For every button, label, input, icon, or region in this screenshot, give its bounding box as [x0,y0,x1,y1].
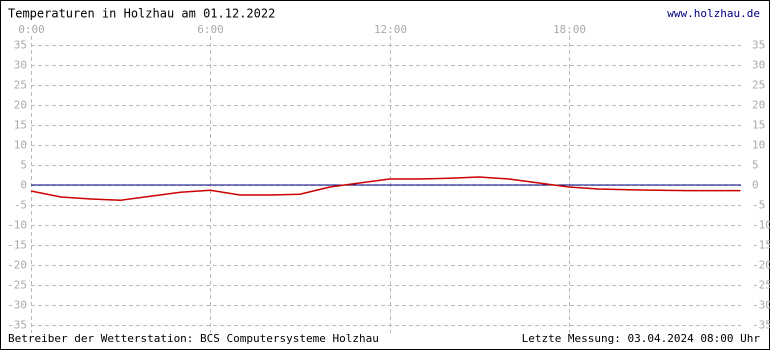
x-tick-label: 12:00 [374,23,407,36]
y-tick-label-right: 10 [752,139,765,152]
y-tick-label: 15 [14,119,27,132]
y-tick-label-right: 20 [752,99,765,112]
y-tick-label: -15 [7,239,27,252]
y-tick-label: 5 [20,159,27,172]
y-tick-label: -10 [7,219,27,232]
y-tick-label-right: -30 [752,299,770,312]
y-tick-label-right: -25 [752,279,770,292]
x-tick-label: 18:00 [553,23,586,36]
y-tick-label: -30 [7,299,27,312]
y-tick-label: -35 [7,319,27,332]
y-tick-label-right: 30 [752,59,765,72]
y-tick-label: -25 [7,279,27,292]
y-tick-label: -20 [7,259,27,272]
operator: Betreiber der Wetterstation: BCS Compute… [8,332,379,345]
y-tick-label-right: -35 [752,319,770,332]
y-tick-label-right: -15 [752,239,770,252]
y-tick-label-right: 25 [752,79,765,92]
y-tick-label-right: -5 [752,199,765,212]
y-tick-label-right: -10 [752,219,770,232]
y-tick-label: -5 [14,199,27,212]
y-tick-label: 10 [14,139,27,152]
y-tick-label: 30 [14,59,27,72]
x-tick-label: 0:00 [18,23,45,36]
temperature-line [30,176,741,201]
y-tick-label-right: 15 [752,119,765,132]
y-tick-label: 25 [14,79,27,92]
y-tick-label-right: 5 [752,159,759,172]
y-tick-label: 20 [14,99,27,112]
chart-title: Temperaturen in Holzhau am 01.12.2022 [8,7,275,21]
y-tick-label: 35 [14,39,27,52]
x-tick-label: 6:00 [197,23,224,36]
y-tick-label-right: 0 [752,179,759,192]
site-link[interactable]: www.holzhau.de [667,7,760,20]
y-tick-label-right: 35 [752,39,765,52]
y-tick-label-right: -20 [752,259,770,272]
last-measurement: Letzte Messung: 03.04.2024 08:00 Uhr [522,332,761,345]
y-tick-label: 0 [20,179,27,192]
